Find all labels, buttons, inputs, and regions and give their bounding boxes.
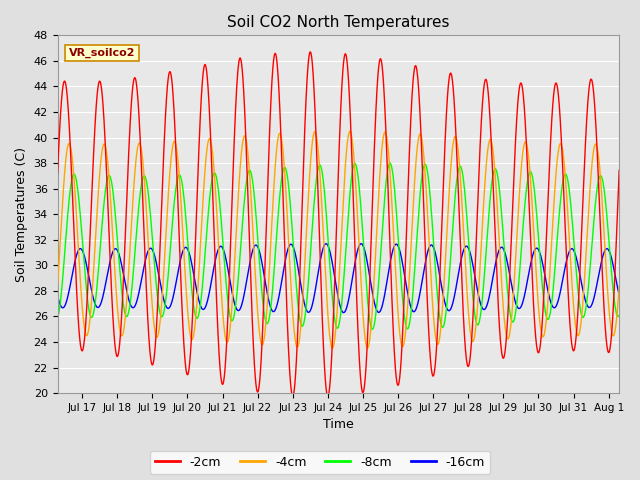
-8cm: [321, 188, 328, 194]
-16cm: [290, 245, 298, 251]
-8cm: [386, 160, 394, 166]
-16cm: [462, 243, 470, 249]
-8cm: [462, 201, 470, 207]
-16cm: [357, 241, 365, 247]
Title: Soil CO2 North Temperatures: Soil CO2 North Temperatures: [227, 15, 450, 30]
-8cm: [294, 301, 302, 307]
-2cm: [570, 347, 578, 353]
-2cm: [615, 168, 623, 173]
Y-axis label: Soil Temperatures (C): Soil Temperatures (C): [15, 147, 28, 282]
X-axis label: Time: Time: [323, 419, 354, 432]
-16cm: [54, 293, 61, 299]
-16cm: [570, 249, 578, 254]
-16cm: [615, 293, 623, 299]
-8cm: [54, 315, 61, 321]
-4cm: [290, 320, 298, 326]
-16cm: [321, 242, 328, 248]
-16cm: [598, 256, 606, 262]
-2cm: [54, 170, 61, 176]
Legend: -2cm, -4cm, -8cm, -16cm: -2cm, -4cm, -8cm, -16cm: [150, 451, 490, 474]
-4cm: [615, 283, 623, 289]
-8cm: [369, 326, 376, 332]
-2cm: [462, 351, 470, 357]
-4cm: [346, 128, 354, 134]
Line: -4cm: -4cm: [58, 131, 619, 348]
-2cm: [307, 49, 314, 55]
-8cm: [570, 243, 578, 249]
-8cm: [290, 244, 298, 250]
-2cm: [324, 394, 332, 399]
-16cm: [294, 264, 302, 270]
-8cm: [598, 176, 606, 181]
-4cm: [570, 311, 578, 316]
Line: -16cm: -16cm: [58, 244, 619, 312]
-4cm: [462, 269, 470, 275]
-4cm: [321, 252, 328, 258]
Line: -8cm: -8cm: [58, 163, 619, 329]
Line: -2cm: -2cm: [58, 52, 619, 396]
-4cm: [598, 199, 606, 205]
-16cm: [340, 310, 348, 315]
-4cm: [328, 346, 336, 351]
-2cm: [290, 392, 298, 397]
-2cm: [294, 323, 302, 329]
-4cm: [294, 344, 302, 349]
-2cm: [321, 364, 328, 370]
Text: VR_soilco2: VR_soilco2: [68, 48, 135, 58]
-4cm: [54, 284, 61, 289]
-8cm: [615, 312, 623, 318]
-2cm: [598, 267, 606, 273]
